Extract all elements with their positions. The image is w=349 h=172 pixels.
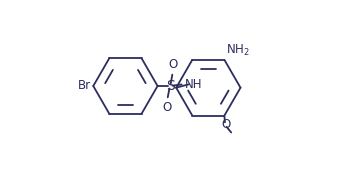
Text: NH: NH bbox=[185, 78, 202, 91]
Text: Br: Br bbox=[78, 79, 91, 92]
Text: O: O bbox=[221, 118, 230, 131]
Text: O: O bbox=[162, 101, 171, 114]
Text: O: O bbox=[169, 58, 178, 71]
Text: S: S bbox=[166, 79, 174, 93]
Text: NH$_2$: NH$_2$ bbox=[227, 43, 250, 58]
